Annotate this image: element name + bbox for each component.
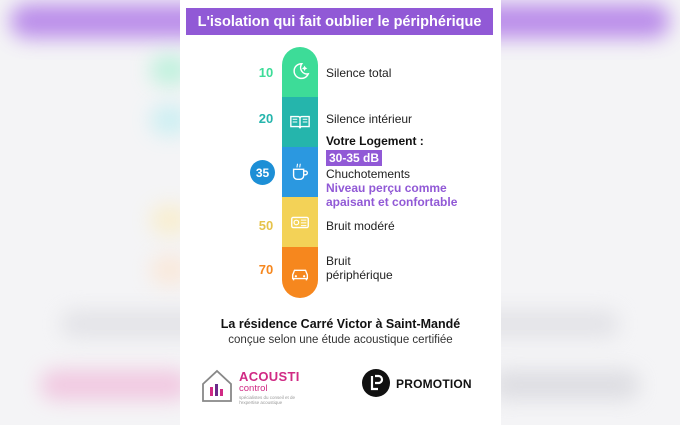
scale-segment-70 <box>282 247 318 298</box>
level-35-badge: 35 <box>250 160 275 185</box>
level-50-label: Bruit modéré <box>326 219 395 233</box>
radio-icon <box>291 216 309 229</box>
level-10-value: 10 <box>258 65 274 80</box>
logement-note-line2: apaisant et confortable <box>326 195 458 209</box>
car-icon <box>291 269 309 280</box>
level-35-label: Chuchotements <box>326 167 411 181</box>
level-50-value: 50 <box>258 218 274 233</box>
lp-promotion-logo: PROMOTION <box>362 369 482 399</box>
etude-subtitle: conçue selon une étude acoustique certif… <box>228 334 453 346</box>
level-20-label: Silence intérieur <box>326 112 413 126</box>
logement-callout: Votre Logement : 30-35 dB Chuchotements … <box>326 134 496 209</box>
scale-segment-10 <box>282 47 318 97</box>
logement-range-badge: 30-35 dB <box>326 150 383 166</box>
book-icon <box>290 115 310 129</box>
scale-segment-50 <box>282 197 318 247</box>
scale-segment-20 <box>282 97 318 147</box>
scale-segment-35 <box>282 147 318 197</box>
title-banner: L'isolation qui fait oublier le périphér… <box>186 8 493 35</box>
acousti-control-logo: ACOUSTI control spécialistes du conseil … <box>200 367 310 409</box>
house-logo-icon <box>202 369 232 402</box>
infographic-card: L'isolation qui fait oublier le périphér… <box>180 0 501 425</box>
residence-heading: La résidence Carré Victor à Saint-Mandé <box>220 317 461 331</box>
moon-icon <box>293 63 310 80</box>
lp-monogram-icon <box>362 369 390 397</box>
noise-scale <box>282 47 318 298</box>
level-20-value: 20 <box>258 111 274 126</box>
logement-note-line1: Niveau perçu comme <box>326 181 447 195</box>
logement-heading: Votre Logement : <box>326 134 424 148</box>
level-70-value: 70 <box>258 262 274 277</box>
level-70-label: Bruit périphérique <box>326 254 393 282</box>
tea-cup-icon <box>292 163 308 181</box>
level-10-label: Silence total <box>326 66 392 80</box>
title: L'isolation qui fait oublier le périphér… <box>197 13 482 30</box>
